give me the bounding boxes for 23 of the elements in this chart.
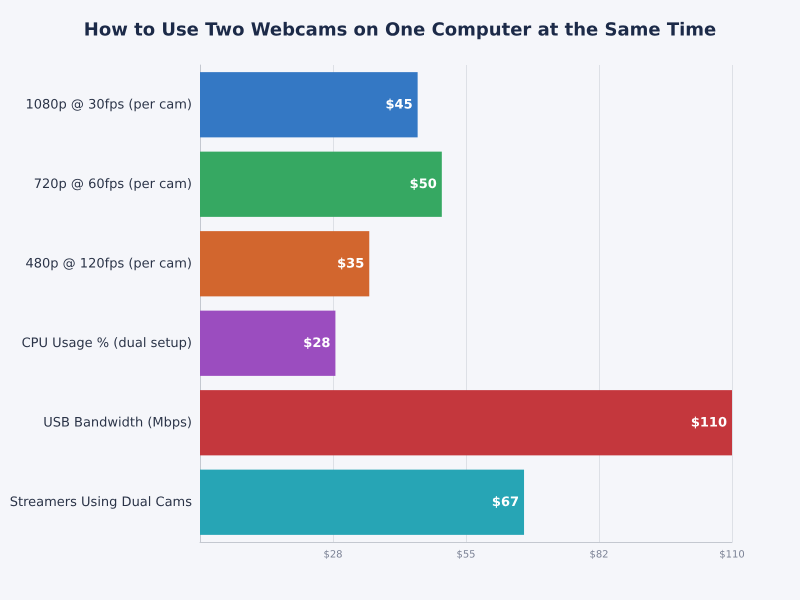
x-tick-label: $82 (589, 550, 609, 560)
bar (200, 152, 442, 217)
y-tick-label: 720p @ 60fps (per cam) (34, 176, 192, 192)
bar (200, 310, 336, 376)
x-tick-label: $55 (456, 550, 476, 560)
data-label: $28 (303, 336, 330, 351)
data-label: $110 (690, 415, 727, 430)
x-tick-label: $28 (323, 550, 343, 560)
bar (200, 72, 418, 138)
bar (200, 470, 524, 535)
y-tick-label: CPU Usage % (dual setup) (22, 336, 192, 351)
y-tick-label: Streamers Using Dual Cams (10, 494, 192, 510)
y-tick-label: 1080p @ 30fps (per cam) (25, 97, 192, 112)
data-label: $45 (385, 97, 413, 112)
data-label: $50 (410, 176, 437, 192)
data-label: $35 (337, 256, 364, 272)
y-tick-label: 480p @ 120fps (per cam) (25, 256, 192, 272)
data-label: $67 (492, 494, 520, 510)
y-tick-label: USB Bandwidth (Mbps) (43, 415, 192, 430)
bar (200, 231, 370, 296)
x-tick-label: $110 (719, 550, 745, 560)
chart-title: How to Use Two Webcams on One Computer at the Same Time (84, 20, 716, 40)
bar (200, 390, 732, 456)
